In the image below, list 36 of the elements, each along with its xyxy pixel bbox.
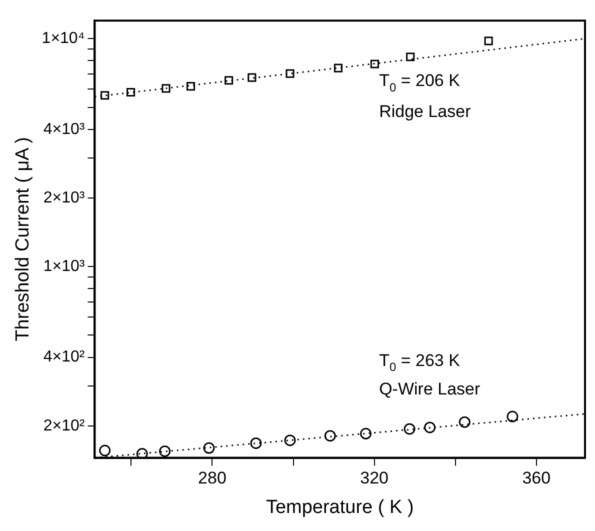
point: [99, 444, 111, 456]
point: [334, 64, 343, 72]
point: [360, 428, 372, 440]
point: [286, 69, 294, 78]
x-tick-label: 320: [360, 468, 388, 488]
point: [224, 76, 234, 85]
point: [324, 430, 336, 442]
point: [506, 410, 518, 422]
point: [370, 60, 379, 68]
point: [404, 423, 416, 435]
series-label: Q-Wire Laser: [379, 379, 480, 398]
point: [406, 52, 415, 62]
point: [250, 437, 262, 449]
point: [162, 84, 170, 93]
y-tick-label: 2×10²: [43, 417, 86, 434]
y-tick-label: 1×10⁴: [42, 30, 85, 48]
point: [424, 422, 436, 434]
y-tick-label: 4×10²: [43, 348, 86, 366]
point: [248, 73, 256, 82]
point: [159, 445, 171, 457]
x-axis-title: Temperature ( K ): [266, 496, 414, 518]
point: [484, 36, 493, 46]
text: Ridge Laser: [379, 102, 472, 121]
point: [186, 82, 196, 91]
y-tick-label: 2×10³: [43, 189, 86, 206]
y-tick-label: 1×10³: [43, 258, 86, 276]
point: [284, 434, 296, 446]
point: [100, 91, 110, 100]
point: [203, 442, 215, 454]
x-tick-label: 360: [522, 468, 551, 488]
y-axis-title: Threshold Current ( μA ): [12, 137, 34, 342]
x-tick-label: 280: [198, 468, 226, 488]
point: [136, 448, 148, 458]
point: [458, 416, 470, 428]
point: [126, 88, 136, 97]
y-tick-label: 4×10³: [43, 120, 86, 138]
